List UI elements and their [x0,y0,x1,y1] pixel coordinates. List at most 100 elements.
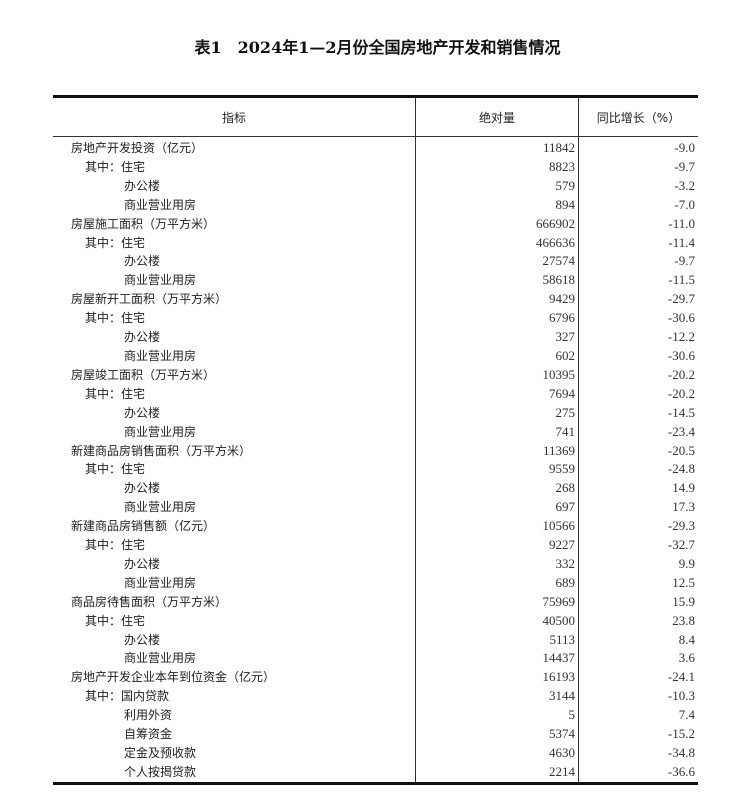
absolute-value: 689 [415,573,579,593]
table-row: 商业营业用房 689 12.5 [53,573,698,593]
indicator-cell: 办公楼 [53,328,416,347]
row-label: 商业营业用房 [124,348,197,363]
indicator-cell: 房地产开发投资（亿元） [53,136,416,158]
yoy-growth: -20.5 [667,442,695,458]
yoy-growth: -34.8 [667,745,695,760]
table-body: 房地产开发投资（亿元） 11842 -9.0 其中：住宅 8823 -9.7 办公楼 579-… [53,136,698,785]
indicator-cell: 其中：住宅 [53,611,416,631]
row-prefix: 其中： [85,386,122,401]
indicator-cell: 办公楼 [53,403,416,423]
yoy-growth: -30.6 [667,347,695,363]
table-row: 其中：住宅 9559 -24.8 [53,460,698,480]
row-prefix [71,765,124,779]
indicator-cell: 房屋竣工面积（万平方米） [53,365,416,385]
absolute-value: 4630 [415,744,579,763]
row-label: 国内贷款 [121,689,170,704]
table-row: 办公楼 332 9.9 [53,554,698,574]
yoy-growth: -30.6 [667,310,695,326]
yoy-growth: -20.2 [667,385,695,401]
absolute-value: 9559 [415,460,579,480]
table-row: 办公楼 27574 -9.7 [53,252,698,272]
row-prefix: 其中： [85,159,122,174]
row-prefix [71,349,124,363]
absolute-value: 5374 [415,725,579,744]
absolute-value: 332 [415,554,579,574]
yoy-growth: -36.6 [578,762,698,785]
table-row: 商业营业用房 602 -30.6 [53,346,698,366]
yoy-growth: 8.4 [678,631,695,647]
table-row: 定金及预收款 4630 -34.8 [53,744,698,763]
absolute-value: 2214 [415,762,579,785]
row-prefix [71,708,124,722]
yoy-growth: -10.3 [667,688,695,704]
table-row: 新建商品房销售额（亿元） 10566 -29.3 [53,517,698,537]
row-prefix [71,330,124,344]
table-row: 商业营业用房 14437 3.6 [53,649,698,669]
absolute-value: 9227 [415,536,579,555]
indicator-cell: 其中：住宅 [53,233,416,253]
absolute-value: 58618 [415,271,579,291]
row-label: 办公楼 [124,254,161,269]
absolute-value: 16193 [415,668,579,688]
indicator-cell: 商业营业用房 [53,498,416,518]
row-prefix [71,727,124,741]
table-row: 办公楼 268 14.9 [53,479,698,499]
row-label: 住宅 [121,311,146,326]
yoy-growth: -24.8 [667,461,695,477]
table-row: 其中：住宅 466636 -11.4 [53,233,698,253]
row-label: 房屋竣工面积（万平方米） [71,367,216,382]
yoy-growth: -9.7 [674,253,695,269]
row-label: 房地产开发投资（亿元） [71,141,204,155]
row-prefix [71,273,124,287]
indicator-cell: 商业营业用房 [53,271,416,291]
row-label: 新建商品房销售面积（万平方米） [71,443,252,458]
absolute-value: 5 [415,706,579,726]
table-row: 办公楼 5113 8.4 [53,630,698,650]
row-label: 新建商品房销售额（亿元） [71,519,216,534]
absolute-value: 7694 [415,384,579,404]
yoy-growth: -3.2 [674,177,695,193]
table-row: 商品房待售面积（万平方米） 75969 15.9 [53,592,698,612]
row-prefix [71,651,124,665]
yoy-growth: -11.5 [668,272,695,288]
row-label: 住宅 [121,538,146,553]
indicator-cell: 个人按揭贷款 [53,762,416,785]
row-label: 住宅 [121,462,146,477]
table-row: 其中：住宅 7694 -20.2 [53,384,698,404]
yoy-growth: -11.0 [668,215,695,231]
absolute-value: 3144 [415,687,579,707]
absolute-value: 11369 [415,441,579,461]
row-label: 住宅 [121,159,146,174]
absolute-value: 666902 [415,214,579,234]
yoy-growth: -15.2 [667,726,695,742]
absolute-value: 466636 [415,233,579,253]
indicator-cell: 商业营业用房 [53,422,416,442]
indicator-cell: 其中：国内贷款 [53,687,416,707]
indicator-cell: 商业营业用房 [53,195,416,215]
table-row: 房屋新开工面积（万平方米） 9429 -29.7 [53,290,698,310]
row-prefix [71,254,124,268]
row-label: 住宅 [121,386,146,401]
yoy-growth: -9.0 [674,140,695,155]
row-label: 利用外资 [124,708,173,723]
yoy-growth: -9.7 [674,158,695,174]
row-label: 办公楼 [124,632,161,647]
yoy-growth: 3.6 [678,650,695,666]
row-prefix [71,406,124,420]
absolute-value: 75969 [415,592,579,612]
yoy-growth: -24.1 [667,669,695,685]
header-absolute: 绝对量 [415,95,579,137]
indicator-cell: 商业营业用房 [53,649,416,669]
header-row: 指标 绝对量 同比增长（%） [53,95,698,137]
row-prefix: 其中： [85,311,122,326]
yoy-growth: -32.7 [667,537,695,553]
absolute-value: 894 [415,195,579,215]
indicator-cell: 利用外资 [53,706,416,726]
table-row: 房屋竣工面积（万平方米） 10395 -20.2 [53,365,698,385]
absolute-value: 27574 [415,252,579,272]
row-prefix [71,179,124,193]
absolute-value: 14437 [415,649,579,669]
row-label: 商品房待售面积（万平方米） [71,594,228,609]
row-prefix [71,746,124,760]
row-label: 住宅 [121,613,146,628]
